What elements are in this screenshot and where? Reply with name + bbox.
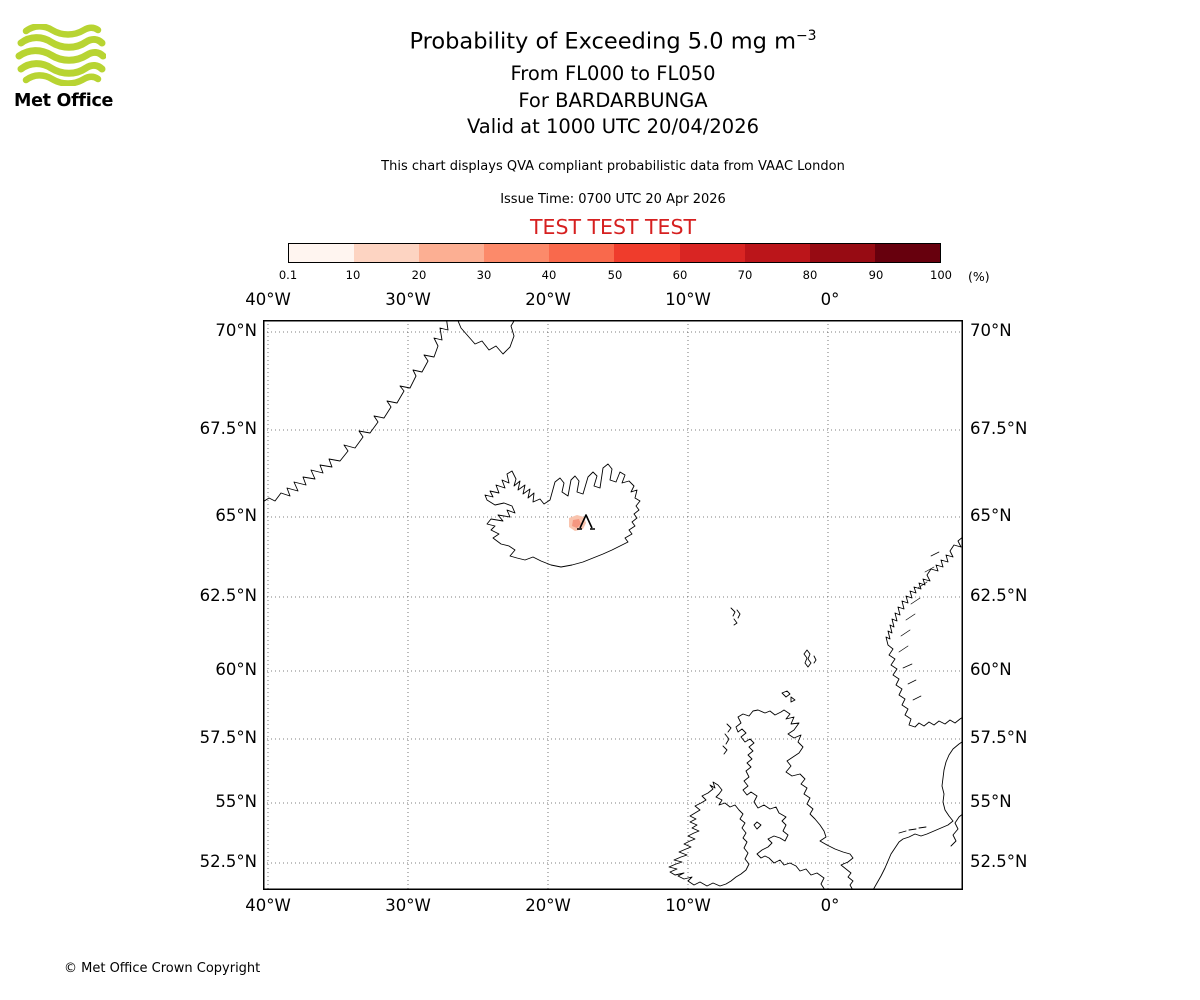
test-banner: TEST TEST TEST [529,215,697,239]
colorbar-tick: 90 [868,268,884,282]
lat-label-right: 60°N [970,660,1012,679]
isle-of-man [753,821,762,830]
lon-label-bottom: 20°W [525,896,571,915]
met-office-waves-icon [15,23,107,87]
coastline-ireland [668,781,750,887]
colorbar-segment [549,244,615,262]
map-gridlines [263,320,963,890]
faroe-islands [730,607,741,626]
colorbar-tick: 20 [411,268,427,282]
lat-label-left: 62.5°N [199,586,257,605]
lat-label-left: 70°N [215,321,257,340]
frisian-islands [898,826,927,834]
orkney-islands [781,690,796,703]
coastline-greenland-fjord [455,315,518,355]
lon-label-top: 0° [820,290,840,309]
colorbar-tick: 100 [930,268,952,282]
met-office-logo: Met Office [14,23,124,111]
lat-label-right: 70°N [970,321,1012,340]
colorbar-tick: 0.1 [278,268,298,282]
lon-label-bottom: 40°W [245,896,291,915]
lat-label-right: 55°N [970,792,1012,811]
colorbar-segment [484,244,550,262]
coastline-denmark-germany-netherlands [868,739,966,899]
coastline-great-britain [735,709,855,901]
lat-label-left: 52.5°N [199,852,257,871]
lat-label-left: 67.5°N [199,419,257,438]
lon-label-bottom: 10°W [665,896,711,915]
lon-label-top: 10°W [665,290,711,309]
colorbar-tick: 50 [607,268,623,282]
volcano-marker-icon [577,514,595,530]
copyright-text: © Met Office Crown Copyright [64,961,261,976]
colorbar-tick: 70 [737,268,753,282]
chart-description: This chart displays QVA compliant probab… [381,159,845,174]
hebrides-islands [722,723,732,755]
colorbar-segment [289,244,355,262]
map [257,315,976,901]
met-office-logo-text: Met Office [14,91,114,111]
colorbar-segment [614,244,680,262]
page-title: Probability of Exceeding 5.0 mg m−3 [13,28,1200,55]
probability-contour [569,515,586,531]
colorbar-segment [874,244,940,262]
subtitle-valid-time: Valid at 1000 UTC 20/04/2026 [466,115,760,138]
subtitle-flight-levels: From FL000 to FL050 [510,62,716,85]
colorbar-tick: 60 [672,268,688,282]
lon-label-bottom: 0° [820,896,840,915]
coastline-iceland [484,463,641,568]
probability-area-inner [572,519,581,528]
colorbar-tick: 10 [345,268,361,282]
colorbar [288,243,941,263]
lat-label-right: 62.5°N [970,586,1028,605]
subtitle-volcano: For BARDARBUNGA [518,89,708,112]
lat-label-right: 67.5°N [970,419,1028,438]
coastline-norway [885,527,976,728]
colorbar-tick: 40 [541,268,557,282]
lon-label-top: 40°W [245,290,291,309]
colorbar-segment [809,244,875,262]
colorbar-ticks: 0.1 10 20 30 40 50 60 70 80 90 100 [279,268,952,284]
map-border [263,320,963,890]
lat-label-left: 65°N [215,506,257,525]
lon-label-bottom: 30°W [385,896,431,915]
colorbar-segment [419,244,485,262]
page-title-superscript: −3 [796,28,817,44]
lat-label-right: 65°N [970,506,1012,525]
shetland-islands [803,649,817,668]
map-frame [257,315,976,901]
colorbar-segment [354,244,420,262]
colorbar-segment [744,244,810,262]
colorbar-unit-label: (%) [968,269,990,284]
norway-fjords [898,551,940,701]
coastline-baltic [950,811,966,847]
lon-label-top: 30°W [385,290,431,309]
colorbar-tick: 30 [476,268,492,282]
coastline-greenland [257,315,449,506]
lat-label-left: 55°N [215,792,257,811]
page-title-text: Probability of Exceeding 5.0 mg m [409,28,796,55]
colorbar-segment [679,244,745,262]
issue-time: Issue Time: 0700 UTC 20 Apr 2026 [500,192,726,207]
lat-label-left: 60°N [215,660,257,679]
colorbar-tick: 80 [802,268,818,282]
lat-label-right: 52.5°N [970,852,1028,871]
lat-label-right: 57.5°N [970,728,1028,747]
lon-label-top: 20°W [525,290,571,309]
lat-label-left: 57.5°N [199,728,257,747]
